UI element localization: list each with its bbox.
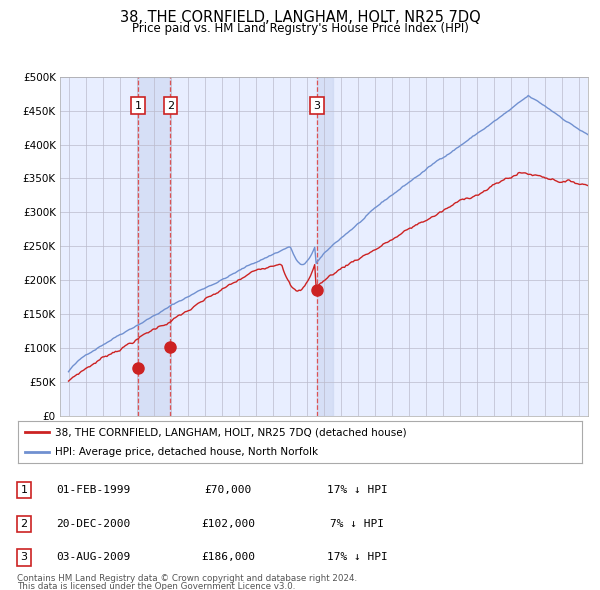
Text: 17% ↓ HPI: 17% ↓ HPI <box>326 485 388 495</box>
Text: Price paid vs. HM Land Registry's House Price Index (HPI): Price paid vs. HM Land Registry's House … <box>131 22 469 35</box>
Text: £186,000: £186,000 <box>201 552 255 562</box>
Text: 38, THE CORNFIELD, LANGHAM, HOLT, NR25 7DQ (detached house): 38, THE CORNFIELD, LANGHAM, HOLT, NR25 7… <box>55 427 406 437</box>
Text: HPI: Average price, detached house, North Norfolk: HPI: Average price, detached house, Nort… <box>55 447 318 457</box>
Bar <box>138 77 170 416</box>
Text: 1: 1 <box>20 485 28 495</box>
Text: £102,000: £102,000 <box>201 519 255 529</box>
Text: 17% ↓ HPI: 17% ↓ HPI <box>326 552 388 562</box>
Text: 38, THE CORNFIELD, LANGHAM, HOLT, NR25 7DQ: 38, THE CORNFIELD, LANGHAM, HOLT, NR25 7… <box>119 10 481 25</box>
Text: 2: 2 <box>167 100 174 110</box>
Text: Contains HM Land Registry data © Crown copyright and database right 2024.: Contains HM Land Registry data © Crown c… <box>17 574 357 584</box>
Text: This data is licensed under the Open Government Licence v3.0.: This data is licensed under the Open Gov… <box>17 582 295 590</box>
Bar <box>317 77 332 416</box>
Text: 03-AUG-2009: 03-AUG-2009 <box>56 552 130 562</box>
Text: 3: 3 <box>314 100 320 110</box>
Text: 7% ↓ HPI: 7% ↓ HPI <box>330 519 384 529</box>
Text: 3: 3 <box>20 552 28 562</box>
Text: 01-FEB-1999: 01-FEB-1999 <box>56 485 130 495</box>
Text: 20-DEC-2000: 20-DEC-2000 <box>56 519 130 529</box>
Text: £70,000: £70,000 <box>205 485 251 495</box>
Text: 2: 2 <box>20 519 28 529</box>
Text: 1: 1 <box>134 100 142 110</box>
